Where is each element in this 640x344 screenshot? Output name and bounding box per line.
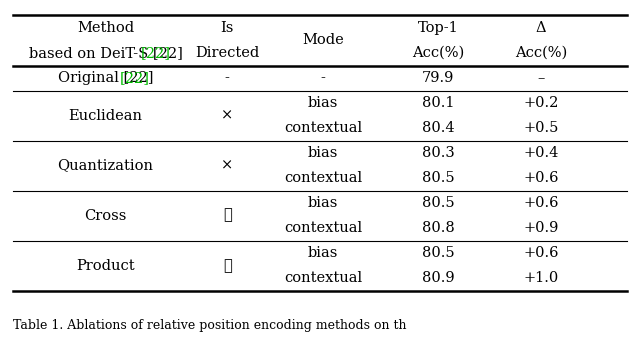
Text: Is: Is <box>221 21 234 35</box>
Text: contextual: contextual <box>284 121 362 135</box>
Text: Table 1. Ablations of relative position encoding methods on th: Table 1. Ablations of relative position … <box>13 319 406 332</box>
Text: Mode: Mode <box>302 33 344 47</box>
Text: contextual: contextual <box>284 221 362 235</box>
Text: Δ: Δ <box>536 21 546 35</box>
Text: 79.9: 79.9 <box>422 71 454 85</box>
Text: [22]: [22] <box>140 46 170 60</box>
Text: bias: bias <box>308 96 339 110</box>
Text: 80.1: 80.1 <box>422 96 454 110</box>
Text: Method: Method <box>77 21 134 35</box>
Text: –: – <box>537 71 545 85</box>
Text: 80.5: 80.5 <box>422 246 454 260</box>
Text: 80.8: 80.8 <box>422 221 455 235</box>
Text: bias: bias <box>308 196 339 210</box>
Text: Product: Product <box>76 259 135 273</box>
Text: 80.3: 80.3 <box>422 146 455 160</box>
Text: ×: × <box>221 159 234 173</box>
Text: Cross: Cross <box>84 208 127 223</box>
Text: Original [22]: Original [22] <box>58 71 154 85</box>
Text: -: - <box>225 71 230 85</box>
Text: Directed: Directed <box>195 46 259 60</box>
Text: contextual: contextual <box>284 171 362 185</box>
Text: -: - <box>321 71 326 85</box>
Text: +0.4: +0.4 <box>523 146 559 160</box>
Text: [22]: [22] <box>120 71 150 85</box>
Text: 80.5: 80.5 <box>422 171 454 185</box>
Text: Quantization: Quantization <box>58 159 154 173</box>
Text: +0.2: +0.2 <box>523 96 559 110</box>
Text: ✓: ✓ <box>223 259 232 273</box>
Text: contextual: contextual <box>284 271 362 285</box>
Text: 80.5: 80.5 <box>422 196 454 210</box>
Text: 80.4: 80.4 <box>422 121 454 135</box>
Text: Acc(%): Acc(%) <box>412 46 465 60</box>
Text: 80.9: 80.9 <box>422 271 454 285</box>
Text: +0.5: +0.5 <box>523 121 559 135</box>
Text: based on DeiT-S [22]: based on DeiT-S [22] <box>29 46 182 60</box>
Text: +0.9: +0.9 <box>523 221 559 235</box>
Text: +0.6: +0.6 <box>523 246 559 260</box>
Text: ✓: ✓ <box>223 208 232 223</box>
Text: Acc(%): Acc(%) <box>515 46 567 60</box>
Text: +0.6: +0.6 <box>523 171 559 185</box>
Text: Euclidean: Euclidean <box>68 109 143 122</box>
Text: +1.0: +1.0 <box>523 271 559 285</box>
Text: +0.6: +0.6 <box>523 196 559 210</box>
Text: ×: × <box>221 109 234 122</box>
Text: bias: bias <box>308 146 339 160</box>
Text: bias: bias <box>308 246 339 260</box>
Text: Top-1: Top-1 <box>418 21 459 35</box>
